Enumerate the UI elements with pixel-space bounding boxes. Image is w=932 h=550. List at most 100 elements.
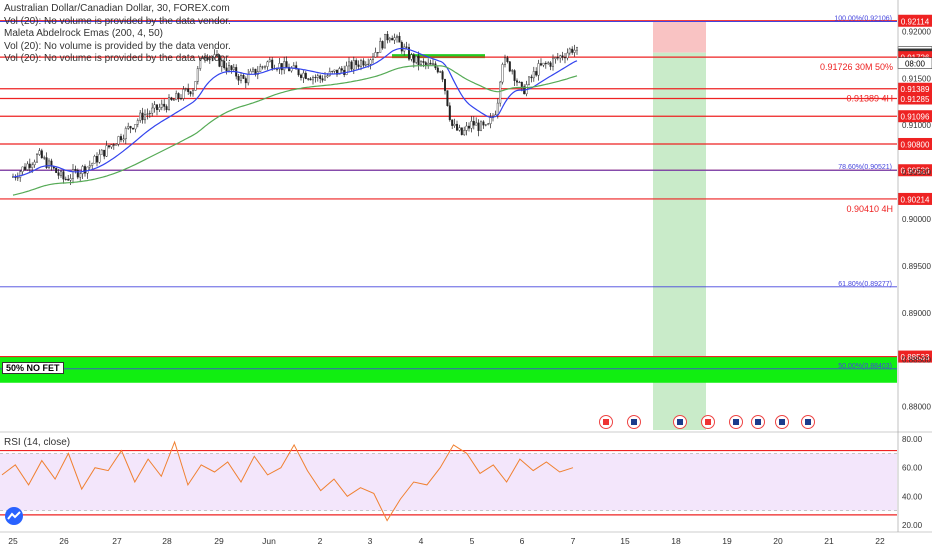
candle-body	[83, 166, 86, 174]
candle-body	[528, 76, 531, 85]
time-tick-label: 15	[620, 536, 630, 546]
level-note: 0.90410 4H	[846, 204, 893, 214]
candle-body	[158, 107, 161, 110]
candle-body	[141, 112, 144, 121]
candle-body	[451, 119, 454, 126]
price-tick-label: 0.88000	[902, 403, 931, 412]
candle-body	[31, 164, 34, 168]
australia-flag-icon-mark	[677, 419, 683, 425]
candle-body	[379, 41, 382, 53]
fib-level-label: 78.60%(0.90521)	[838, 164, 892, 171]
candle-body	[167, 97, 170, 111]
candle-body	[139, 112, 142, 121]
candle-body	[160, 103, 163, 108]
candle-body	[189, 91, 192, 95]
candle-body	[105, 145, 108, 157]
candle-body	[547, 62, 550, 65]
price-tag	[898, 82, 932, 95]
time-tick-label: 29	[214, 536, 224, 546]
candle-body	[386, 33, 389, 41]
candle-body	[16, 177, 19, 179]
candle-body	[480, 121, 483, 131]
candle-body	[388, 38, 391, 41]
candle-body	[535, 71, 538, 76]
candle-body	[153, 104, 156, 109]
candle-body	[182, 89, 185, 99]
candle-body	[427, 62, 430, 65]
fib-level-label: 50.00%(0.88403)	[838, 363, 892, 370]
time-tick-label: 19	[722, 536, 732, 546]
price-tick-label: 0.91000	[902, 121, 931, 130]
candle-body	[501, 64, 504, 83]
candle-body	[504, 57, 507, 65]
candle-body	[220, 60, 223, 67]
time-tick-label: 2	[318, 536, 323, 546]
time-tick-label: 27	[112, 536, 122, 546]
canada-flag-icon-mark	[603, 419, 609, 425]
candle-body	[74, 169, 77, 171]
candle-body	[576, 46, 579, 51]
australia-flag-icon-mark	[733, 419, 739, 425]
candle-body	[367, 63, 370, 65]
candle-body	[285, 61, 288, 68]
candle-body	[232, 67, 235, 70]
candle-body	[278, 63, 281, 70]
zone-label: 50% NO FET	[2, 362, 64, 374]
candle-body	[247, 74, 250, 84]
indicator-line: Vol (20): No volume is provided by the d…	[4, 53, 231, 64]
candle-body	[391, 38, 394, 41]
candle-body	[208, 57, 211, 60]
rsi-line	[1, 440, 574, 522]
rsi-tick-label: 60.00	[902, 464, 923, 473]
candle-body	[542, 62, 545, 66]
candle-body	[470, 120, 473, 129]
stop-zone	[653, 20, 706, 53]
candle-body	[549, 62, 552, 67]
candle-body	[172, 99, 175, 101]
indicator-line: Vol (20): No volume is provided by the d…	[4, 40, 231, 52]
candle-body	[381, 41, 384, 49]
price-tag	[898, 92, 932, 105]
candle-body	[460, 127, 463, 135]
rsi-tick-label: 20.00	[902, 521, 923, 530]
rsi-tick-label: 40.00	[902, 492, 923, 501]
candle-body	[213, 54, 216, 58]
candle-body	[194, 81, 197, 91]
candle-body	[415, 55, 418, 63]
candle-body	[439, 71, 442, 73]
time-tick-label: 22	[875, 536, 885, 546]
candle-body	[369, 59, 372, 65]
candle-body	[280, 63, 283, 71]
price-tag-label: 0.90520	[901, 167, 930, 176]
candle-body	[215, 54, 218, 56]
candle-body	[513, 70, 516, 81]
price-tag	[898, 164, 932, 177]
candle-body	[134, 124, 137, 130]
candle-body	[432, 63, 435, 65]
candle-body	[468, 125, 471, 129]
candle-body	[26, 163, 29, 170]
level-note: 0.91726 30M 50%	[820, 62, 893, 72]
candle-body	[540, 63, 543, 66]
candle-body	[324, 76, 327, 81]
countdown-label: 08:00	[905, 60, 926, 69]
candle-body	[477, 122, 480, 131]
ema-50-line	[12, 47, 578, 178]
price-tag	[898, 137, 932, 150]
candle-body	[559, 55, 562, 59]
candle-body	[408, 47, 411, 60]
candle-body	[321, 78, 324, 81]
candle-body	[264, 66, 267, 68]
candle-body	[441, 71, 444, 80]
candle-body	[203, 57, 206, 59]
candle-body	[119, 136, 122, 141]
candle-body	[499, 81, 502, 104]
candle-body	[319, 75, 322, 79]
candle-body	[465, 125, 468, 131]
candle-body	[297, 69, 300, 76]
candle-body	[115, 143, 118, 146]
candle-body	[223, 60, 226, 69]
candle-body	[463, 130, 466, 135]
chart-legend: Australian Dollar/Canadian Dollar, 30, F…	[4, 3, 231, 66]
